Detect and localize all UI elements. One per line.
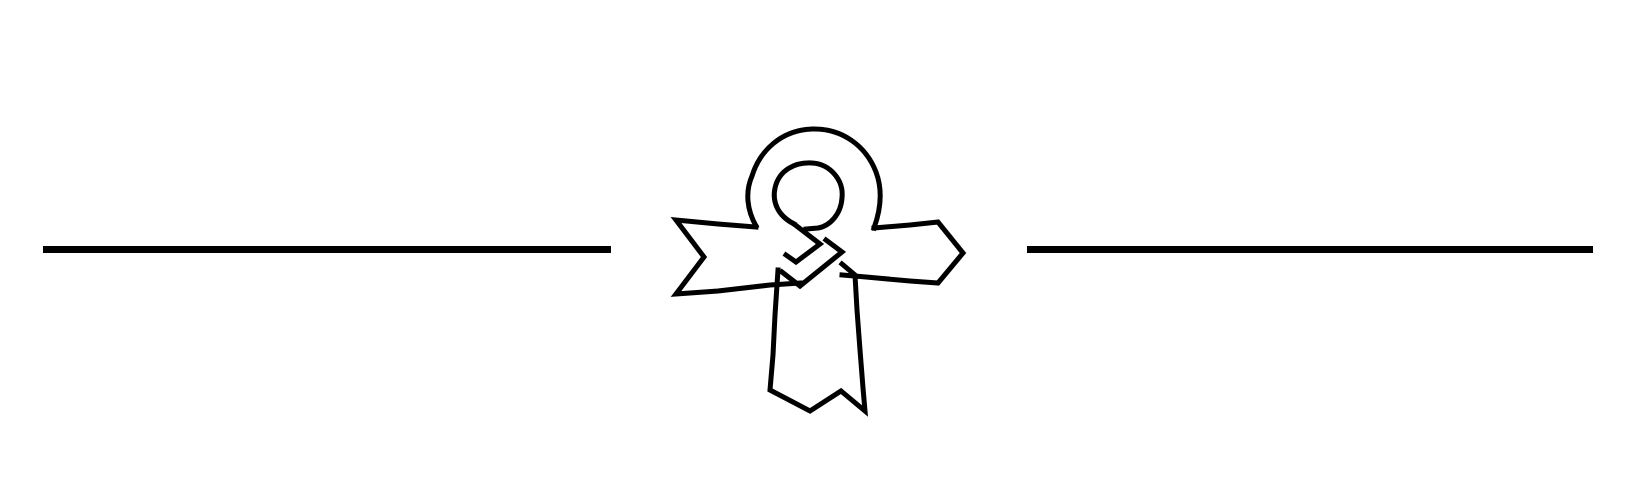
ankh-cross-ornament-icon bbox=[670, 126, 967, 417]
ankh-center-knot bbox=[778, 220, 847, 290]
ankh-stem bbox=[767, 260, 869, 417]
ankh-right-arm bbox=[839, 219, 967, 286]
ankh-inner-loop bbox=[771, 160, 845, 232]
ankh-left-arm bbox=[670, 216, 803, 297]
left-divider-line bbox=[43, 246, 611, 253]
ankh-outer-loop bbox=[745, 126, 883, 232]
ankh-outline bbox=[670, 126, 967, 417]
right-divider-line bbox=[1027, 246, 1593, 253]
